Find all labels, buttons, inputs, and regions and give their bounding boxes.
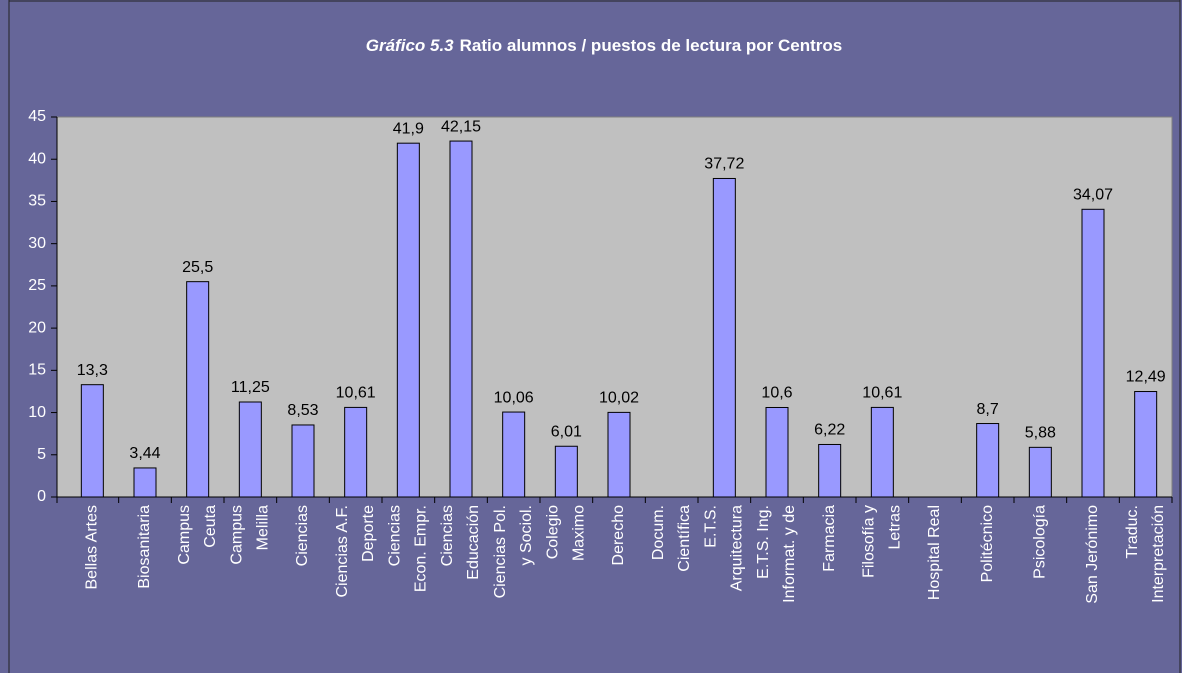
x-tick-label: Ciencias — [439, 505, 456, 566]
bar — [870, 406, 894, 498]
x-tick-label: Politécnico — [979, 505, 996, 582]
value-label: 6,22 — [814, 422, 845, 439]
x-tick-label: E.T.S. — [703, 505, 720, 548]
y-tick-label: 15 — [28, 362, 46, 379]
value-label: 11,25 — [231, 379, 270, 396]
bar — [133, 467, 157, 498]
y-tick-label: 25 — [28, 277, 46, 294]
x-tick-label: Arquitectura — [729, 505, 746, 591]
x-tick-label: Campus — [176, 505, 193, 565]
value-label: 13,3 — [77, 362, 108, 379]
value-label: 3,44 — [129, 445, 160, 462]
x-tick-label: Maximo — [571, 505, 588, 561]
value-label: 10,6 — [761, 385, 792, 402]
bar — [344, 406, 368, 498]
bar — [818, 443, 842, 498]
bar — [554, 445, 578, 498]
value-label: 42,15 — [441, 118, 481, 135]
x-tick-label: y Sociol. — [518, 505, 535, 565]
y-tick-label: 10 — [28, 404, 46, 421]
x-tick-label: Farmacia — [821, 505, 838, 572]
x-tick-label: Bellas Artes — [84, 505, 101, 589]
x-tick-label: Deporte — [360, 505, 377, 562]
value-label: 10,61 — [862, 385, 902, 402]
value-label: 34,07 — [1073, 187, 1113, 204]
x-tick-label: Filosofía y — [861, 505, 878, 578]
x-tick-label: San Jerónimo — [1084, 505, 1101, 604]
bar — [449, 140, 473, 498]
x-tick-label: Científica — [676, 505, 693, 572]
bar — [607, 411, 631, 498]
bar — [765, 406, 789, 498]
y-tick-label: 40 — [28, 150, 46, 167]
bar — [1028, 446, 1052, 498]
x-tick-label: Informat. y de — [781, 505, 798, 603]
value-label: 41,9 — [393, 120, 424, 137]
bar — [80, 384, 104, 498]
y-tick-label: 20 — [28, 319, 46, 336]
x-tick-label: Ciencias Pol. — [492, 505, 509, 598]
bar — [1081, 208, 1105, 498]
x-tick-label: Biosanitaria — [136, 505, 153, 589]
bar — [1134, 391, 1158, 498]
value-label: 6,01 — [551, 423, 582, 440]
value-label: 25,5 — [182, 259, 213, 276]
value-label: 5,88 — [1025, 425, 1056, 442]
y-tick-label: 5 — [37, 446, 46, 463]
x-tick-label: Psicología — [1032, 505, 1049, 579]
x-tick-label: Derecho — [610, 505, 627, 566]
x-tick-label: Educación — [465, 505, 482, 580]
bar — [238, 401, 262, 498]
value-label: 10,02 — [599, 390, 639, 407]
bar — [976, 423, 1000, 498]
x-tick-label: Melilla — [255, 505, 272, 550]
x-tick-label: Letras — [887, 505, 904, 549]
value-label: 10,61 — [336, 385, 376, 402]
value-label: 10,06 — [494, 389, 534, 406]
x-tick-label: Hospital Real — [926, 505, 943, 600]
x-tick-label: E.T.S. Ing. — [755, 505, 772, 579]
x-tick-label: Interpretación — [1150, 505, 1167, 603]
bar — [291, 424, 315, 498]
value-label: 12,49 — [1126, 369, 1166, 386]
x-tick-label: Ceuta — [202, 505, 219, 548]
bar — [396, 142, 420, 498]
value-label: 37,72 — [704, 156, 744, 173]
y-tick-label: 45 — [28, 108, 46, 125]
x-tick-label: Colegio — [545, 505, 562, 559]
y-tick-label: 30 — [28, 235, 46, 252]
value-label: 8,7 — [977, 401, 999, 418]
bar — [186, 281, 210, 498]
value-label: 8,53 — [287, 402, 318, 419]
x-tick-label: Docum. — [650, 505, 667, 560]
x-tick-label: Ciencias A.F. — [334, 505, 351, 597]
x-tick-label: Ciencias — [294, 505, 311, 566]
y-tick-label: 0 — [37, 488, 46, 505]
x-tick-label: Ciencias — [387, 505, 404, 566]
bar — [712, 177, 736, 498]
title-text: Ratio alumnos / puestos de lectura por C… — [460, 36, 843, 55]
bar — [502, 411, 526, 498]
x-tick-label: Econ. Empr. — [413, 505, 430, 592]
title-label: Gráfico 5.3 — [366, 36, 454, 55]
x-tick-label: Campus — [229, 505, 246, 565]
chart-title: Gráfico 5.3 Ratio alumnos / puestos de le… — [366, 36, 842, 55]
y-tick-label: 35 — [28, 193, 46, 210]
x-tick-label: Traduc. — [1124, 505, 1141, 559]
